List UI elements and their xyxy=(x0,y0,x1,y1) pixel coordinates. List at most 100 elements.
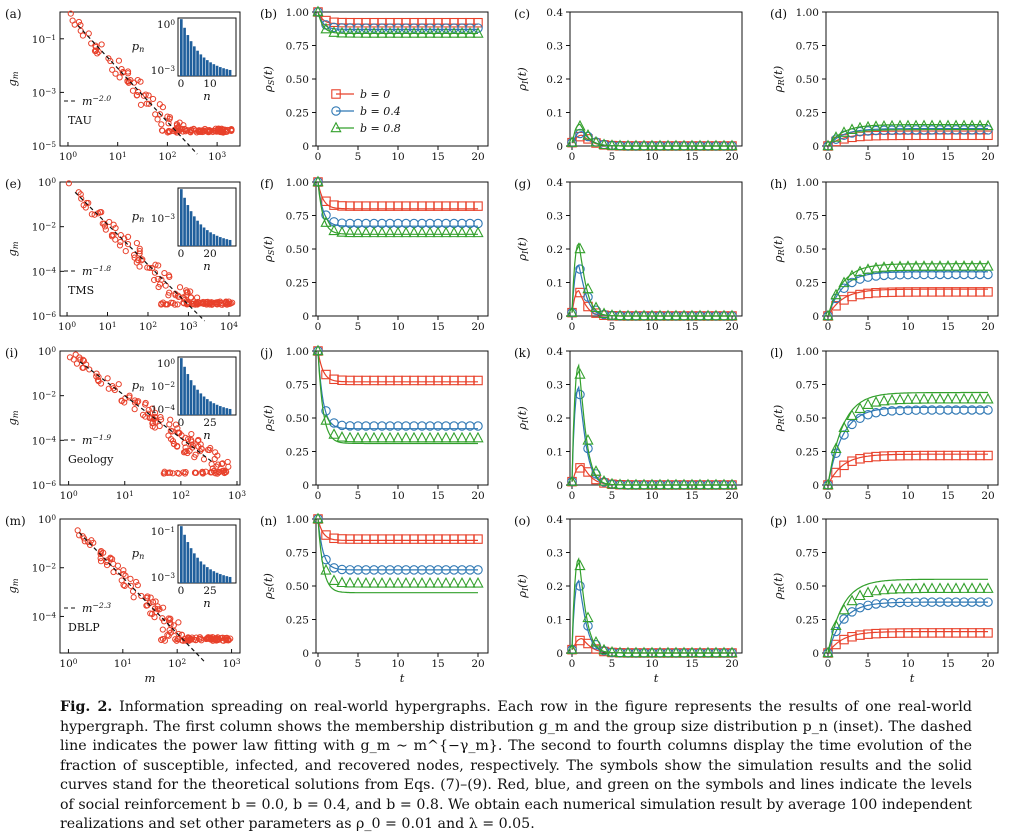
sim-marker-triangle xyxy=(718,478,730,490)
data-point xyxy=(207,444,214,452)
histogram-bar xyxy=(186,35,190,76)
data-point xyxy=(207,635,214,642)
sim-marker-triangle xyxy=(622,309,634,321)
data-point xyxy=(156,422,163,430)
panel-letter: (i) xyxy=(5,346,18,360)
y-tick-label: 0.25 xyxy=(796,278,819,290)
sim-marker-triangle xyxy=(352,576,364,588)
sim-marker-triangle xyxy=(440,226,452,238)
x-tick-label: 15 xyxy=(685,490,698,502)
x-tick-label: 102 xyxy=(139,320,157,333)
x-axis-label: t xyxy=(910,671,915,685)
sim-marker-triangle xyxy=(384,27,396,38)
data-point xyxy=(88,211,95,218)
sim-marker-triangle xyxy=(376,226,388,238)
sim-marker-triangle xyxy=(416,27,428,38)
panel-frame xyxy=(569,518,743,654)
histogram-bar xyxy=(180,19,183,76)
data-point xyxy=(142,401,149,408)
data-point xyxy=(211,635,219,643)
sim-marker-square xyxy=(465,534,475,544)
data-point xyxy=(152,261,159,268)
inset-histogram: 0 25 100 10−2 10−4 pn n xyxy=(132,356,237,442)
data-point xyxy=(206,301,213,308)
x-tick-label: 0 xyxy=(569,490,576,502)
sim-marker-triangle xyxy=(830,131,842,142)
sim-marker-triangle xyxy=(464,576,476,588)
time-panel-j: (j) 0 5 10 15 20 0 0.25 0.50 0.75 1.00 ρS(t) xyxy=(260,344,489,502)
inset-x-tick-label: 0 xyxy=(178,248,185,260)
y-axis-label: ρR(t) xyxy=(771,573,786,600)
x-tick-label: 0 xyxy=(825,658,832,670)
y-tick-label: 0.50 xyxy=(286,74,309,86)
sim-marker-triangle xyxy=(854,265,866,277)
sim-marker-triangle xyxy=(448,431,460,443)
data-point xyxy=(159,104,167,111)
sim-marker-square xyxy=(871,451,881,462)
fit-legend-label: m−1.9 xyxy=(82,433,111,447)
sim-marker-square xyxy=(887,628,897,638)
time-panel-p: (p) 0 5 10 15 20 0 0.25 0.50 0.75 1.00 ρR(t) t xyxy=(770,514,999,685)
sim-marker-square xyxy=(863,131,873,141)
data-point xyxy=(179,128,186,135)
data-point xyxy=(169,437,177,445)
y-tick-label: 0.75 xyxy=(796,211,819,223)
histogram-bar xyxy=(225,576,229,583)
sim-marker-triangle xyxy=(926,582,938,593)
sim-marker-triangle xyxy=(694,309,706,321)
y-tick-label: 100 xyxy=(38,513,56,526)
sim-marker-square xyxy=(345,375,355,386)
x-tick-label: 10 xyxy=(391,658,404,670)
membership-frame xyxy=(59,181,241,317)
sim-marker-triangle xyxy=(574,368,586,379)
sim-marker-triangle xyxy=(950,392,962,404)
data-point xyxy=(70,356,77,363)
sim-marker-triangle xyxy=(472,576,484,588)
histogram-bar xyxy=(209,569,212,583)
sim-marker-square xyxy=(967,628,977,638)
data-point xyxy=(197,128,204,136)
data-point xyxy=(120,570,127,578)
time-panel-h: (h) 0 5 10 15 20 0 0.25 0.50 0.75 1.00 ρR(t) xyxy=(770,177,999,333)
data-point xyxy=(79,356,87,363)
data-point xyxy=(156,101,163,108)
data-point xyxy=(122,572,129,579)
y-tick-label: 10−6 xyxy=(32,310,57,323)
data-point xyxy=(149,264,156,272)
y-tick-label: 0 xyxy=(812,480,819,492)
data-point xyxy=(219,467,227,474)
data-point xyxy=(95,48,102,55)
data-point xyxy=(127,582,134,589)
data-point xyxy=(122,247,129,255)
y-tick-label: 0 xyxy=(556,648,563,660)
histogram-bar xyxy=(222,575,225,583)
data-point xyxy=(75,18,83,26)
sim-marker-triangle xyxy=(400,431,412,443)
data-point xyxy=(228,127,235,135)
sim-marker-triangle xyxy=(432,431,444,443)
data-point xyxy=(157,414,164,421)
y-tick-label: 0.50 xyxy=(796,74,819,86)
x-tick-label: 101 xyxy=(98,320,116,333)
sim-marker-triangle xyxy=(344,431,356,443)
histogram-bar xyxy=(206,567,209,583)
inset-y-tick-label: 10−3 xyxy=(151,212,176,225)
x-tick-label: 103 xyxy=(208,150,226,163)
y-tick-label: 1.00 xyxy=(286,7,309,19)
x-tick-label: 104 xyxy=(220,320,238,333)
data-point xyxy=(167,615,174,622)
y-tick-label: 0.25 xyxy=(286,615,309,627)
data-point xyxy=(115,381,122,388)
data-point xyxy=(159,626,166,633)
inset-y-tick-label: 10−2 xyxy=(151,380,175,393)
y-tick-label: 1.00 xyxy=(286,177,309,189)
y-tick-label: 1.00 xyxy=(286,346,309,358)
sim-marker-triangle xyxy=(456,226,468,238)
sim-marker-triangle xyxy=(566,136,578,147)
sim-marker-triangle xyxy=(926,260,938,271)
y-tick-label: 100 xyxy=(38,176,56,189)
sim-marker-square xyxy=(425,534,435,544)
histogram-bar xyxy=(228,239,232,246)
data-point xyxy=(94,50,101,57)
x-tick-label: 100 xyxy=(60,489,78,502)
